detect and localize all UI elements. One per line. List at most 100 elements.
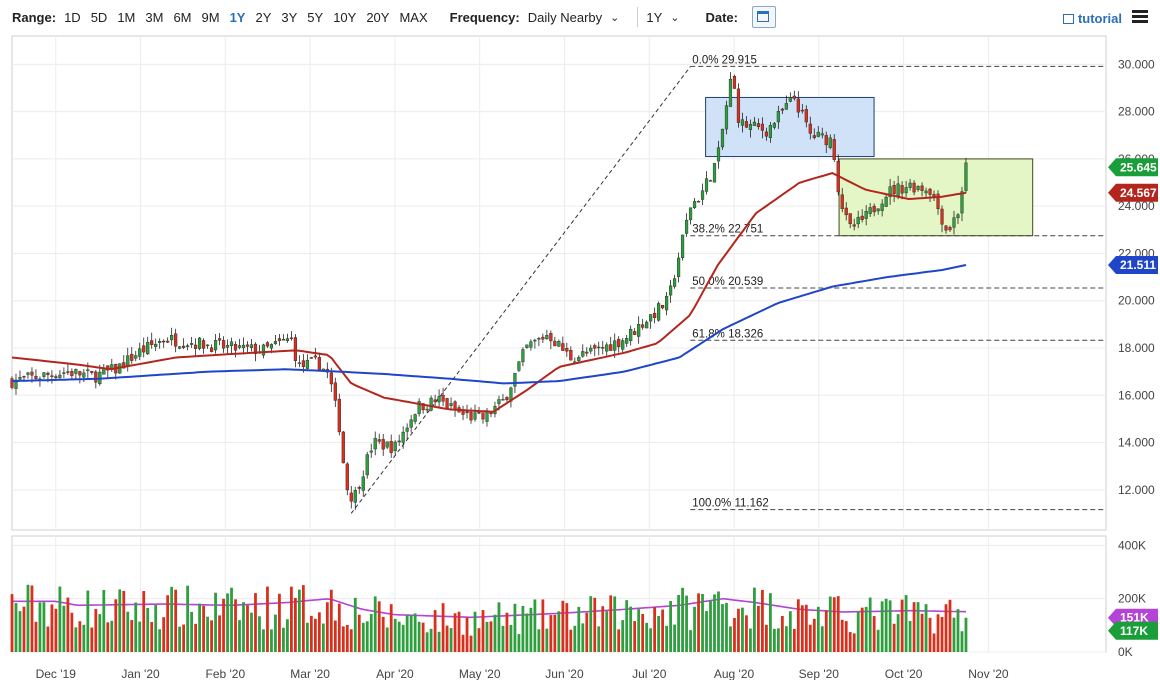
volume-bar xyxy=(246,605,249,652)
volume-bar xyxy=(445,625,449,652)
candle-body xyxy=(213,340,218,351)
volume-bar xyxy=(134,602,138,652)
range-9m[interactable]: 9M xyxy=(201,9,220,25)
candle-body xyxy=(441,394,445,402)
candle-body xyxy=(832,139,836,160)
volume-bar xyxy=(876,629,880,652)
candle-body xyxy=(744,121,749,128)
volume-bar xyxy=(820,626,824,652)
candle-body xyxy=(593,345,597,349)
volume-bar xyxy=(178,626,182,652)
candle-body xyxy=(649,314,653,322)
volume-bar xyxy=(158,629,162,652)
range-20y[interactable]: 20Y xyxy=(366,9,390,25)
volume-bar xyxy=(393,618,397,652)
volume-bar xyxy=(776,628,780,652)
volume-bar xyxy=(860,607,864,652)
film-icon xyxy=(1062,14,1074,24)
price-tick-label: 16.000 xyxy=(1118,388,1155,402)
volume-bar xyxy=(481,610,485,652)
candle-body xyxy=(225,345,230,348)
range-3m[interactable]: 3M xyxy=(145,9,164,25)
candle-body xyxy=(30,371,34,376)
candle-body xyxy=(233,343,238,351)
volume-bar xyxy=(377,601,381,652)
volume-bar xyxy=(513,603,517,652)
price-panel-frame xyxy=(11,35,1107,531)
range-max[interactable]: MAX xyxy=(399,9,428,25)
volume-bar xyxy=(146,607,150,652)
candle-body xyxy=(852,224,856,227)
range-5d[interactable]: 5D xyxy=(90,9,108,25)
volume-bar xyxy=(585,612,589,652)
time-tick-label: Jul '20 xyxy=(632,667,667,680)
range-10y[interactable]: 10Y xyxy=(333,9,357,25)
range-1y[interactable]: 1Y xyxy=(229,9,246,25)
frequency-select[interactable]: Daily Nearby xyxy=(527,9,603,25)
volume-bar xyxy=(573,625,577,652)
price-tick-label: 18.000 xyxy=(1118,341,1155,355)
candle-body xyxy=(700,190,705,200)
candle-body xyxy=(26,372,30,375)
candle-body xyxy=(417,401,421,414)
volume-bar xyxy=(110,620,114,652)
candle-body xyxy=(804,109,808,123)
range-1d[interactable]: 1D xyxy=(64,9,81,25)
volume-bar xyxy=(174,589,178,652)
volume-bar xyxy=(437,631,441,652)
candle-body xyxy=(297,362,301,364)
volume-bar xyxy=(142,591,146,652)
volume-bar xyxy=(345,624,349,652)
candle-body xyxy=(688,207,693,221)
candle-body xyxy=(505,397,509,401)
tutorial-link[interactable]: tutorial xyxy=(1062,11,1122,26)
candle-body xyxy=(465,411,469,414)
volume-bar xyxy=(617,629,621,652)
volume-bar xyxy=(218,615,221,652)
candle-body xyxy=(517,361,521,371)
range-1m[interactable]: 1M xyxy=(117,9,136,25)
candle-body xyxy=(74,369,78,374)
volume-bar xyxy=(290,586,293,652)
menu-icon[interactable] xyxy=(1132,10,1148,24)
candle-body xyxy=(317,357,321,370)
candle-body xyxy=(377,439,381,442)
volume-bar xyxy=(577,606,581,652)
volume-bar xyxy=(433,610,437,652)
price-chart[interactable]: 0.0% 29.915 38.2% 22.751 50.0% 20.539 61.8%… xyxy=(0,34,1160,680)
volume-bar xyxy=(537,629,541,652)
volume-bar xyxy=(768,593,772,652)
volume-bar xyxy=(753,587,756,652)
volume-bar xyxy=(365,621,369,652)
range-5y[interactable]: 5Y xyxy=(307,9,324,25)
candle-body xyxy=(10,378,14,388)
volume-bar xyxy=(10,594,14,652)
candle-body xyxy=(716,147,721,162)
calendar-icon[interactable] xyxy=(752,6,776,28)
range-6m[interactable]: 6M xyxy=(173,9,192,25)
candle-body xyxy=(960,191,964,214)
volume-bar xyxy=(282,627,285,652)
price-tick-label: 14.000 xyxy=(1118,436,1155,450)
candle-body xyxy=(429,397,433,411)
candle-body xyxy=(880,203,884,211)
candle-body xyxy=(34,375,38,379)
candle-body xyxy=(828,137,832,148)
range-3y[interactable]: 3Y xyxy=(281,9,298,25)
candle-body xyxy=(848,213,852,225)
candle-body xyxy=(82,372,86,378)
chevron-down-icon[interactable]: ⌄ xyxy=(670,11,680,24)
range-2y[interactable]: 2Y xyxy=(255,9,272,25)
period-select[interactable]: 1Y xyxy=(646,9,663,25)
volume-bar xyxy=(325,602,329,652)
candle-body xyxy=(724,105,729,130)
chevron-down-icon[interactable]: ⌄ xyxy=(610,11,620,24)
candle-body xyxy=(190,343,194,345)
candle-body xyxy=(581,351,585,357)
volume-bar xyxy=(369,613,373,652)
volume-bar xyxy=(42,602,46,652)
candle-body xyxy=(138,348,142,357)
volume-bar xyxy=(449,628,453,652)
candle-body xyxy=(613,340,617,351)
candle-body xyxy=(58,374,62,378)
